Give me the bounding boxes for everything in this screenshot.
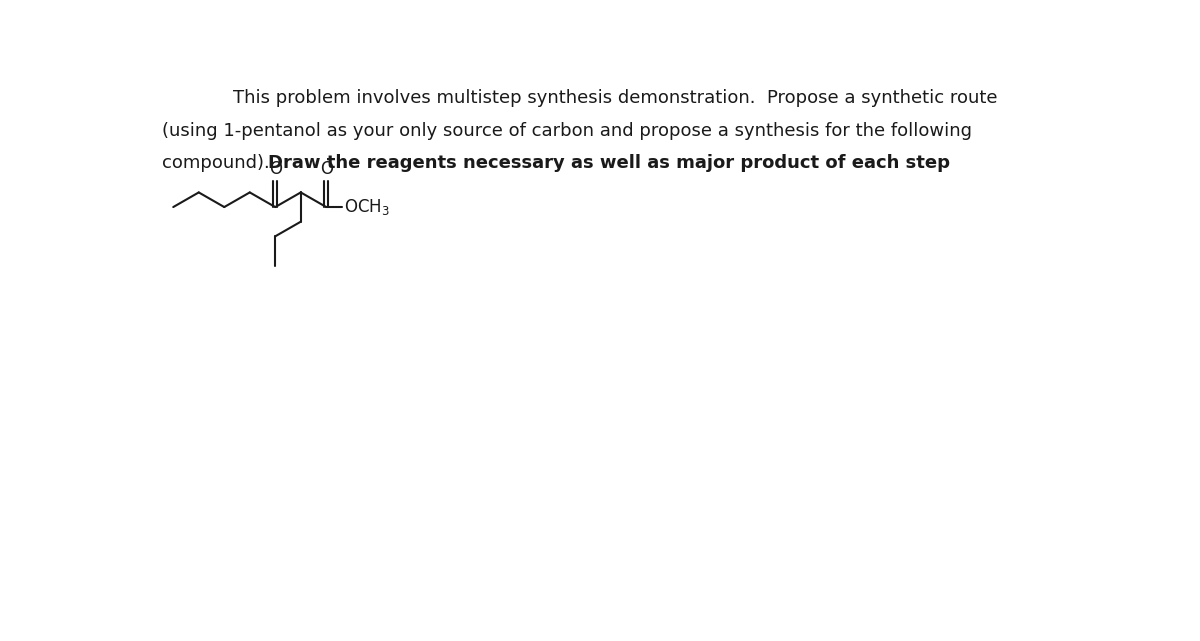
Text: Draw the reagents necessary as well as major product of each step: Draw the reagents necessary as well as m… — [268, 154, 950, 172]
Text: compound).: compound). — [162, 154, 275, 172]
Text: O: O — [269, 160, 282, 178]
Text: This problem involves multistep synthesis demonstration.  Propose a synthetic ro: This problem involves multistep synthesi… — [233, 89, 997, 107]
Text: (using 1-pentanol as your only source of carbon and propose a synthesis for the : (using 1-pentanol as your only source of… — [162, 122, 972, 140]
Text: OCH$_3$: OCH$_3$ — [344, 197, 390, 217]
Text: O: O — [319, 160, 332, 178]
